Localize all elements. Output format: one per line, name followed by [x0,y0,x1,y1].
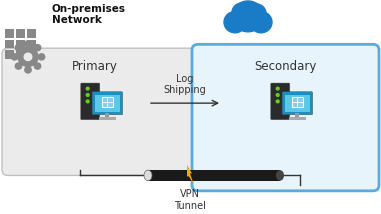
FancyBboxPatch shape [2,48,199,175]
Bar [95,95,120,112]
FancyBboxPatch shape [81,83,100,120]
Circle shape [15,45,22,51]
Ellipse shape [144,170,152,181]
Circle shape [232,1,264,32]
Bar [27,40,36,48]
FancyBboxPatch shape [282,92,312,115]
Circle shape [24,53,32,61]
Text: Secondary: Secondary [254,60,316,73]
Circle shape [11,54,18,60]
Bar [148,170,280,181]
Bar [232,16,264,26]
Circle shape [86,94,89,96]
Circle shape [38,54,45,60]
Bar [5,29,14,38]
Circle shape [34,45,41,51]
Circle shape [224,12,246,33]
Bar [99,117,116,120]
Circle shape [276,100,279,103]
Circle shape [86,87,89,90]
Circle shape [232,3,252,22]
Circle shape [276,87,279,90]
Circle shape [25,67,31,73]
Bar [27,29,36,38]
FancyBboxPatch shape [192,44,379,191]
Bar [285,95,310,112]
Bar [289,117,306,120]
Bar [16,50,25,59]
Circle shape [18,47,38,67]
Bar [106,113,109,118]
Bar [5,40,14,48]
Circle shape [34,63,41,69]
FancyBboxPatch shape [92,92,123,115]
Text: On-premises
Network: On-premises Network [52,4,126,25]
Ellipse shape [276,170,284,181]
Circle shape [246,4,266,23]
Text: Log
Shipping: Log Shipping [163,74,207,95]
Bar [16,29,25,38]
Circle shape [15,63,22,69]
Bar [16,40,25,48]
Circle shape [250,12,272,33]
Bar [102,97,112,107]
Circle shape [276,94,279,96]
Text: VPN
Tunnel: VPN Tunnel [174,189,206,211]
Circle shape [25,41,31,47]
FancyBboxPatch shape [271,83,290,120]
Bar [27,50,36,59]
Polygon shape [187,165,194,185]
Text: Primary: Primary [72,60,118,73]
Bar [292,97,303,107]
Circle shape [86,100,89,103]
Bar [295,113,299,118]
Bar [5,50,14,59]
